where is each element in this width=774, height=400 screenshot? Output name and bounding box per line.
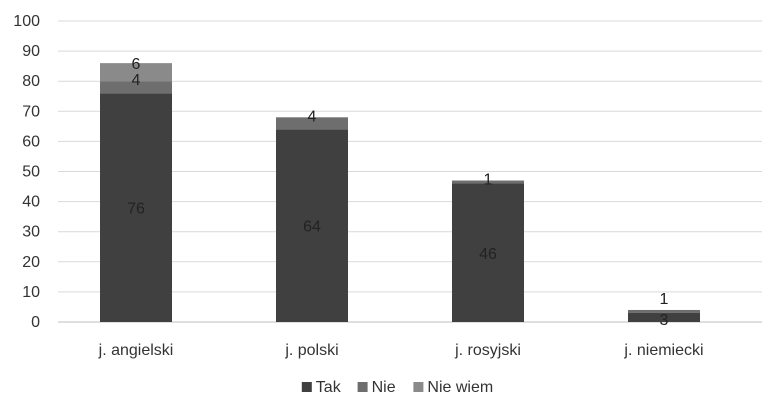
data-label: 4 xyxy=(308,108,317,125)
y-tick-label: 100 xyxy=(13,13,40,30)
x-axis-categories: j. angielski j. polski j. rosyjski j. niemi… xyxy=(98,342,704,359)
legend-item: Nie wiem xyxy=(413,379,493,396)
bars xyxy=(100,63,700,323)
legend-item: Nie xyxy=(357,379,396,396)
data-label: 76 xyxy=(127,201,145,218)
data-label: 4 xyxy=(132,72,141,89)
data-label: 1 xyxy=(484,172,493,189)
legend-swatch xyxy=(301,382,312,392)
y-tick-label: 30 xyxy=(22,224,40,241)
legend-item: Tak xyxy=(301,379,342,396)
y-tick-label: 40 xyxy=(22,194,40,211)
bar-nie xyxy=(100,81,172,94)
y-tick-label: 60 xyxy=(22,133,40,150)
x-category-label: j. polski xyxy=(284,342,338,359)
legend-label: Nie xyxy=(372,379,396,396)
y-tick-label: 20 xyxy=(22,254,40,271)
data-label: 3 xyxy=(660,312,669,329)
data-label: 1 xyxy=(660,291,669,308)
gridlines xyxy=(58,20,762,323)
legend-swatch xyxy=(357,382,368,392)
x-category-label: j. rosyjski xyxy=(454,342,521,359)
y-tick-label: 10 xyxy=(22,284,40,301)
bar-tak xyxy=(452,183,524,322)
y-tick-label: 70 xyxy=(22,103,40,120)
bar-nie-wiem xyxy=(100,63,172,82)
y-tick-label: 50 xyxy=(22,164,40,181)
y-tick-label: 0 xyxy=(31,314,40,331)
data-label: 46 xyxy=(479,246,497,263)
data-label: 64 xyxy=(303,219,321,236)
bar-nie xyxy=(628,309,700,313)
x-category-label: j. niemiecki xyxy=(623,342,703,359)
y-axis-ticks: 0 10 20 30 40 50 60 70 80 90 100 xyxy=(13,13,40,331)
legend-swatch xyxy=(413,382,424,392)
bar-tak xyxy=(628,312,700,322)
bar-tak xyxy=(100,93,172,323)
bar-nie xyxy=(452,180,524,184)
legend-label: Nie wiem xyxy=(427,379,493,396)
y-tick-label: 80 xyxy=(22,73,40,90)
legend: Tak Nie Nie wiem xyxy=(301,379,493,396)
y-tick-label: 90 xyxy=(22,43,40,60)
legend-label: Tak xyxy=(316,379,342,396)
x-category-label: j. angielski xyxy=(98,342,174,359)
bar-tak xyxy=(276,129,348,322)
data-label: 6 xyxy=(132,56,141,73)
bar-nie xyxy=(276,117,348,130)
